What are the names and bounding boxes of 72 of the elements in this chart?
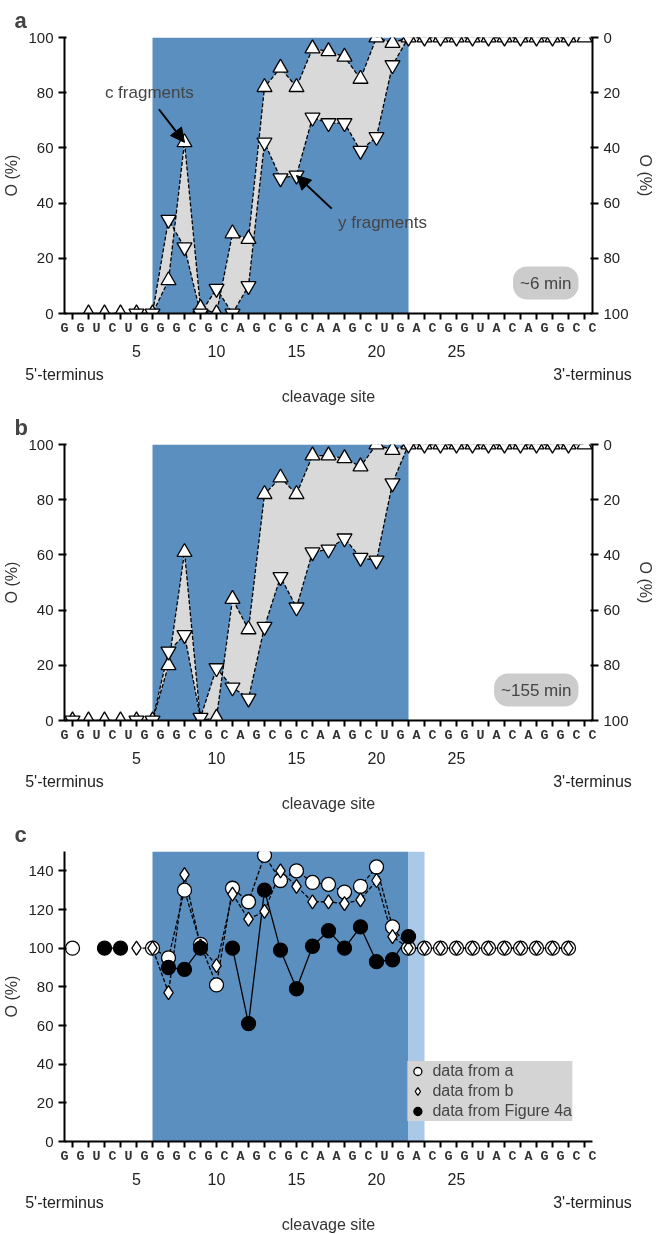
y-tick-label: 20 [36,1093,54,1111]
y-tick-label: 60 [36,545,54,563]
y2-tick-label: 20 [603,490,621,508]
y-tick-label: 60 [36,138,54,156]
y-tick-label: 0 [45,304,54,322]
x-tick-label: 5 [132,342,142,360]
x-tick-label: 25 [447,749,466,767]
y2-tick-label: 40 [603,545,621,563]
x-tick-label: 15 [287,1170,306,1188]
y-tick-label: 140 [28,861,54,879]
x-tick-label: 25 [447,342,466,360]
y2-tick-label: 100 [603,711,629,729]
y-tick-label: 80 [36,83,54,101]
y2-tick-label: 40 [603,138,621,156]
chart-title: b [14,414,28,440]
y-tick-label: 120 [28,900,54,918]
y-tick-label: 60 [36,1016,54,1034]
chart-title: c [14,821,27,847]
y2-tick-label: 20 [603,83,621,101]
text: 3'-terminus [553,1193,632,1211]
y2-tick-label: 60 [603,601,621,619]
x-tick-label: 10 [207,1170,226,1188]
text: 3'-terminus [553,772,632,790]
y2-axis-title: O (%) [636,561,654,604]
x-tick-label: 25 [447,1170,466,1188]
text: 5'-terminus [25,1193,104,1211]
y2-tick-label: 80 [603,249,621,267]
chart-title: a [14,7,28,33]
y2-tick-label: 60 [603,194,621,212]
legend-label: data from a [432,1062,514,1080]
y2-tick-label: 0 [603,28,612,46]
y-tick-label: 80 [36,490,54,508]
y-tick-label: 0 [45,711,54,729]
text: G G U C U G G G C G C A G C G C A A G C U G A C G G U A C A G G C C [60,1148,597,1164]
x-tick-label: 20 [367,1170,386,1188]
y-axis-title: O (%) [3,561,21,604]
y-tick-label: 100 [28,435,54,453]
x-tick-label: 10 [207,749,226,767]
text: G G U C U G G G C G C A G C G C A A G C U G A C G G U A C A G G C C [60,727,597,743]
y2-tick-label: 0 [603,435,612,453]
x-tick-label: 15 [287,342,306,360]
y-tick-label: 40 [36,194,54,212]
y-tick-label: 0 [45,1132,54,1150]
annotation: ~155 min [501,680,572,700]
y-axis-title: O (%) [3,154,21,197]
x-tick-label: 5 [132,749,142,767]
legend-label: data from Figure 4a [432,1102,572,1120]
text: 5'-terminus [25,365,104,383]
y2-tick-label: 100 [603,304,629,322]
text: 3'-terminus [553,365,632,383]
y2-axis-title: O (%) [636,154,654,197]
x-tick-label: 15 [287,749,306,767]
x-axis-title: cleavage site [281,387,376,405]
x-tick-label: 10 [207,342,226,360]
y2-tick-label: 80 [603,656,621,674]
annotation: ~6 min [520,273,572,293]
x-tick-label: 20 [367,342,386,360]
y-axis-title: O (%) [3,975,21,1018]
y-tick-label: 100 [28,939,54,957]
x-tick-label: 20 [367,749,386,767]
y-tick-label: 40 [36,1055,54,1073]
x-axis-title: cleavage site [281,794,376,812]
legend-label: data from b [432,1082,514,1100]
text: G G U C U G G G C G C A G C G C A A G C U G A C G G U A C A G G C C [60,320,597,336]
y-tick-label: 100 [28,28,54,46]
y-tick-label: 80 [36,977,54,995]
x-axis-title: cleavage site [281,1215,376,1233]
y-tick-label: 20 [36,656,54,674]
x-tick-label: 5 [132,1170,142,1188]
y-tick-label: 40 [36,601,54,619]
text: 5'-terminus [25,772,104,790]
y-tick-label: 20 [36,249,54,267]
